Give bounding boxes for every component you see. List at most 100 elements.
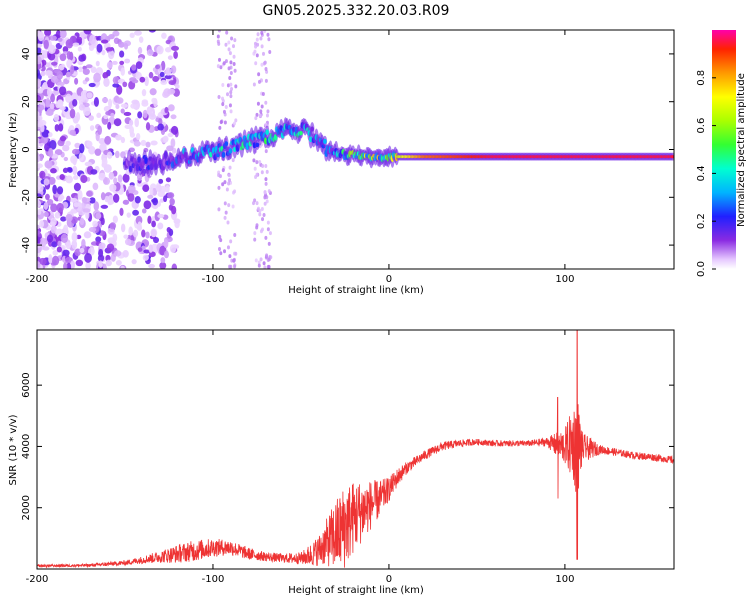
carrier-core-cell [255,142,260,148]
spectrogram-noise-cell [256,206,260,211]
spectrogram-noise-cell [59,30,67,39]
spectrogram-noise-cell [260,170,264,175]
spectrogram-noise-cell [174,84,180,89]
spectrogram-noise-cell [73,175,79,180]
spectrogram-noise-cell [37,230,41,235]
spectrogram-noise-cell [48,132,53,138]
spectrogram-noise-cell [223,249,227,254]
spectrogram-noise-cell [79,247,85,254]
spectrogram-noise-cell [255,37,259,42]
spectrogram-noise-cell [100,192,106,201]
spectrogram-noise-cell [54,124,60,132]
spectrogram-noise-cell [234,118,238,123]
spectrogram-noise-cell [101,157,108,167]
spectrogram-noise-cell [78,152,85,162]
spectrogram-noise-cell [60,233,68,243]
spectrogram-noise-cell [65,93,72,103]
spectrogram-noise-cell [148,263,155,269]
spectrogram-noise-cell [98,172,106,181]
spectrogram-noise-cell [151,229,157,238]
spectrogram-noise-cell [57,99,64,108]
spectrogram-noise-cell [128,226,134,236]
spectrogram-noise-cell [219,238,223,243]
spectrogram-noise-cell [56,246,62,253]
spectrogram-noise-cell [254,258,258,263]
spectrogram-noise-cell [219,65,223,70]
spectrogram-noise-cell [254,116,258,121]
spectrogram-noise-cell [57,240,62,247]
colorbar-label: Normalized spectral amplitude [736,73,747,227]
spectrogram-noise-cell [148,244,153,253]
spectrogram-noise-cell [256,32,260,37]
spectrogram-noise-cell [151,97,157,104]
spectrogram-noise-cell [128,119,134,127]
spectrogram-noise-cell [264,235,268,240]
spectrogram-noise-cell [263,30,267,34]
spectrogram-noise-cell [55,228,64,235]
spectrogram-noise-cell [50,168,57,174]
spectrogram-noise-cell [133,140,141,147]
spectrogram-noise-cell [65,140,71,147]
snr-ytick-label: 2000 [21,495,32,520]
spectrogram-noise-cell [141,208,147,214]
spectrogram-noise-cell [37,243,42,248]
spectrogram-noise-cell [70,64,75,75]
spectrogram-noise-cell [229,82,233,87]
spectrogram-noise-cell [37,78,42,88]
spectrogram-noise-cell [263,201,267,206]
spectrogram-noise-cell [231,204,235,209]
spectrogram-noise-cell [166,145,174,152]
spectrogram-noise-cell [89,125,95,131]
spectrogram-noise-cell [117,174,123,183]
spectrogram-noise-cell [75,259,84,267]
spectrogram-xlabel: Height of straight line (km) [288,285,424,296]
spectrogram-noise-cell [51,61,58,66]
spectrogram-noise-cell [76,95,82,101]
spectrogram-noise-cell [218,234,222,239]
spectrogram-noise-cell [51,241,58,248]
spectrogram-noise-cell [46,198,54,206]
spectrogram-noise-cell [71,208,77,214]
spectrogram-noise-cell [88,227,97,233]
spectrogram-noise-cell [224,210,228,215]
spectrogram-noise-cell [50,225,57,234]
spectrogram-noise-cell [103,77,110,88]
spectrogram-noise-cell [37,236,41,245]
spectrogram-noise-cell [86,140,93,148]
spectrogram-noise-cell [72,148,80,155]
carrier-core-cell [310,126,315,132]
spectrogram-noise-cell [74,248,81,257]
spectrogram-noise-cell [156,201,161,207]
spectrogram-noise-cell [146,49,154,56]
spectrogram-noise-cell [137,46,143,55]
spectrogram-noise-cell [72,165,78,176]
spectrogram-noise-cell [164,106,169,114]
spectrogram-noise-cell [170,138,176,148]
spectrogram-noise-cell [62,46,69,53]
spectrogram-noise-cell [224,105,228,110]
spectrogram-noise-cell [167,132,174,138]
spectrogram-noise-cell [103,114,109,120]
spectrogram-noise-cell [120,67,125,76]
spectrogram-noise-cell [50,203,58,213]
spectrogram-noise-cell [102,72,109,79]
spectrogram-noise-cell [110,112,115,119]
spectrogram-noise-cell [120,223,126,233]
colorbar-tick-label: 0.4 [696,165,707,181]
spectrogram-noise-cell [261,91,265,96]
spectrogram-noise-cell [112,83,120,88]
spectrogram-noise-cell [115,134,122,141]
spectrogram-noise-cell [258,113,262,118]
spectrogram-noise-cell [51,255,60,266]
snr-ytick-label: 4000 [21,434,32,459]
snr-xtick-label: 0 [386,574,392,585]
spectrogram-noise-cell [260,44,264,49]
spectrogram-noise-cell [65,241,72,250]
spectrogram-noise-cell [59,53,67,62]
spectrogram-noise-cell [112,76,120,84]
spectrogram-noise-cell [70,155,78,164]
spectrogram-noise-cell [85,261,91,269]
spectrogram-noise-cell [171,263,178,269]
spectrogram-noise-cell [37,43,43,48]
spectrogram-noise-cell [266,227,270,232]
